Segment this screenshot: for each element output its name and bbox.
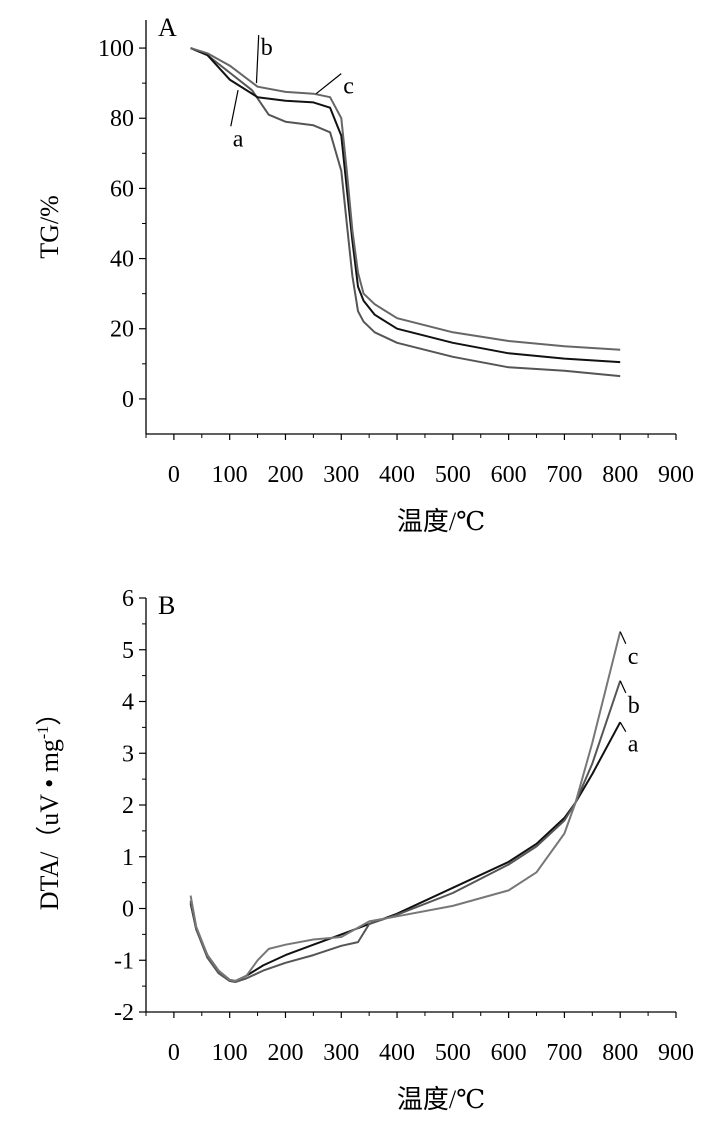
y-axis-label-superscript-b: -1	[35, 726, 52, 739]
panel-label-a: A	[158, 13, 177, 42]
y-tick-label-b: 0	[122, 897, 134, 923]
x-tick-label-b: 700	[546, 1040, 582, 1066]
curve-label-leader-b-c	[619, 631, 627, 645]
series-line-a-b	[190, 47, 621, 364]
x-tick-label-a: 200	[267, 462, 303, 488]
x-tick-label-b: 800	[602, 1040, 638, 1066]
series-line-b-b	[189, 680, 622, 983]
curve-label-b-b: b	[628, 693, 640, 719]
series-line-a-c	[190, 47, 621, 351]
x-axis-label-a: 温度/℃	[397, 507, 485, 536]
curve-label-leader-b-b	[619, 680, 627, 694]
x-tick-label-a: 800	[602, 462, 638, 488]
y-axis-label-text-a: TG/%	[35, 195, 64, 259]
curve-label-leader-a-c	[315, 73, 342, 95]
series-line-a-a	[190, 47, 621, 378]
chart-panel-a: 0 20 40 60 80 100 0 100 200 300 400 500 600 700 800 900…	[35, 13, 694, 536]
curve-label-b-c: c	[628, 644, 639, 670]
y-tick-label-a: 80	[110, 106, 134, 132]
x-tick-label-b: 300	[323, 1040, 359, 1066]
y-tick-label-b: -1	[114, 948, 134, 974]
x-tick-label-a: 100	[212, 462, 248, 488]
y-tick-label-a: 20	[110, 317, 134, 343]
x-tick-label-b: 0	[168, 1040, 180, 1066]
x-tick-label-b: 100	[212, 1040, 248, 1066]
x-tick-label-a: 0	[168, 462, 180, 488]
x-tick-label-b: 900	[658, 1040, 694, 1066]
y-tick-label-a: 40	[110, 247, 134, 273]
curve-label-b-a: a	[628, 732, 639, 758]
x-tick-label-b: 400	[379, 1040, 415, 1066]
chart-panel-b: -2 -1 0 1 2 3 4 5 6 0 100 200 300 400 500 600 700 800 900 温…	[35, 586, 694, 1114]
x-tick-label-b: 500	[435, 1040, 471, 1066]
y-axis-label-end-b: ）	[35, 700, 64, 726]
panel-label-b: B	[158, 591, 175, 620]
curve-label-leader-a-a	[230, 90, 239, 127]
x-tick-label-a: 900	[658, 462, 694, 488]
curve-label-a-a: a	[233, 126, 244, 152]
x-tick-label-a: 700	[546, 462, 582, 488]
x-tick-label-b: 600	[491, 1040, 527, 1066]
y-axis-label-b: DTA/（uV • mg-1）	[35, 700, 64, 911]
y-tick-label-b: 3	[122, 741, 134, 767]
y-tick-label-b: -2	[114, 1000, 134, 1026]
y-axis-label-a: TG/%	[35, 195, 64, 259]
x-tick-label-a: 300	[323, 462, 359, 488]
y-tick-label-a: 100	[98, 36, 134, 62]
x-axis-label-b: 温度/℃	[397, 1085, 485, 1114]
y-tick-label-a: 60	[110, 176, 134, 202]
x-tick-label-b: 200	[267, 1040, 303, 1066]
y-tick-label-b: 4	[122, 690, 134, 716]
curve-label-a-b: b	[261, 35, 273, 61]
y-axis-label-text-b: DTA/（uV • mg	[35, 739, 64, 910]
y-tick-label-b: 2	[122, 793, 134, 819]
series-line-b-a	[189, 721, 622, 982]
x-tick-label-a: 400	[379, 462, 415, 488]
x-tick-label-a: 500	[435, 462, 471, 488]
curve-label-leader-a-b	[255, 35, 260, 84]
x-tick-label-a: 600	[491, 462, 527, 488]
y-tick-label-b: 6	[122, 586, 134, 612]
curve-label-leader-b-a	[619, 721, 627, 733]
y-tick-label-b: 1	[122, 845, 134, 871]
curve-label-a-c: c	[343, 74, 354, 100]
y-tick-label-b: 5	[122, 638, 134, 664]
y-tick-label-a: 0	[122, 387, 134, 413]
series-line-b-c	[189, 631, 622, 982]
